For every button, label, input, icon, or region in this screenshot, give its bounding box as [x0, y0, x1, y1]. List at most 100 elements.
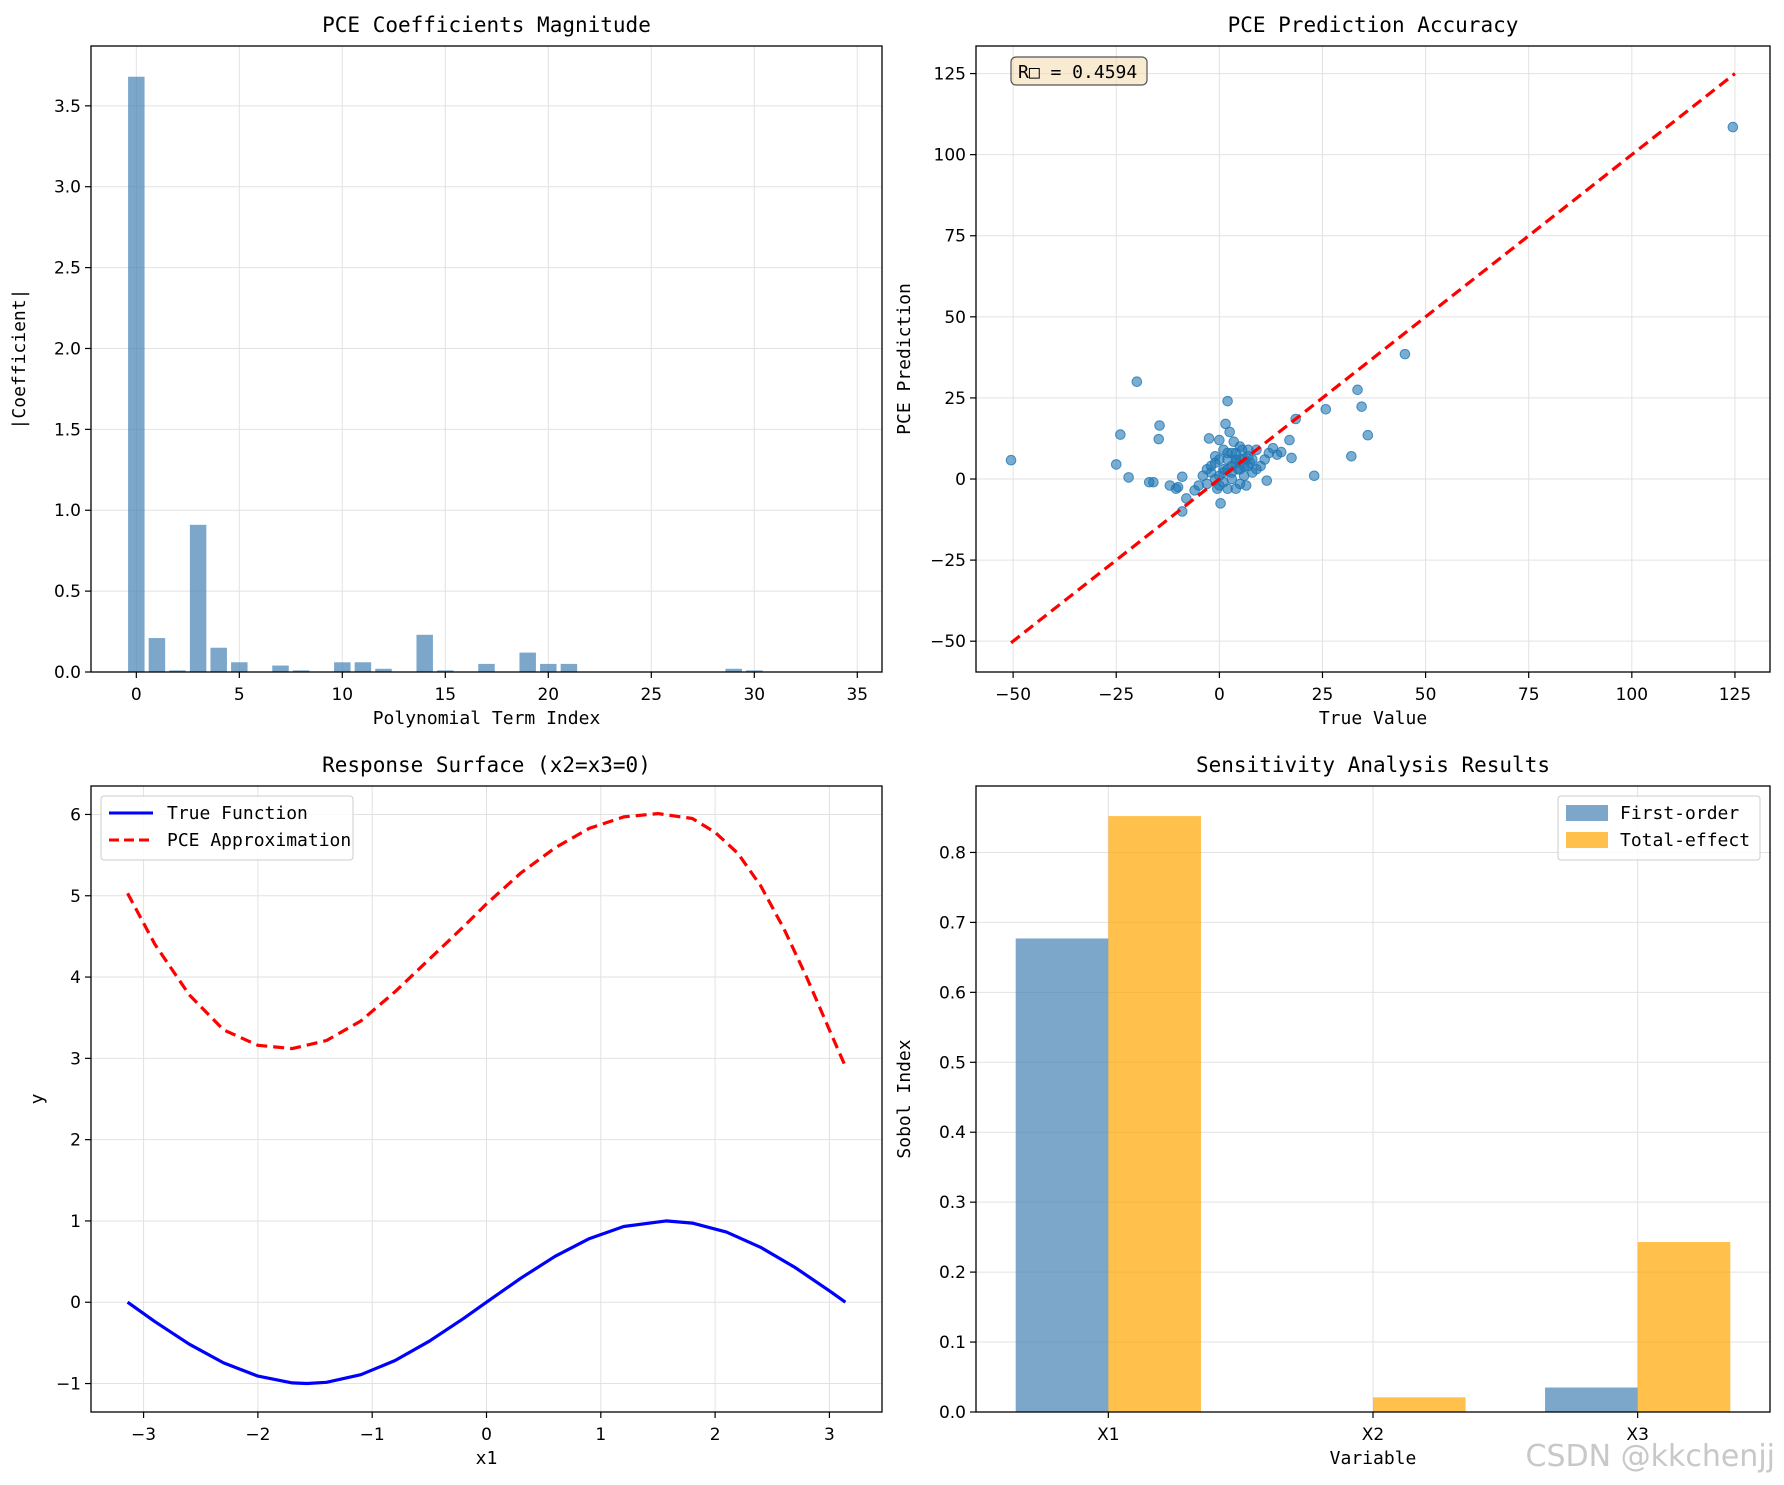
coefficient-bar — [519, 652, 536, 672]
y-axis-label: |Coefficient| — [9, 289, 30, 430]
y-tick-label: 4 — [70, 968, 81, 988]
coefficient-bar — [725, 668, 742, 672]
y-tick-label: 0.7 — [939, 913, 966, 933]
y-tick-label: 3.0 — [54, 178, 81, 198]
y-tick-label: 25 — [944, 389, 966, 409]
x-tick-label: 50 — [1415, 685, 1437, 705]
coefficient-bar — [272, 665, 289, 672]
y-tick-label: 0 — [955, 470, 966, 490]
x-tick-label: 0 — [131, 685, 142, 705]
coefficients-chart: 0.0 0.5 1.0 1.5 2.0 2.5 3.0 3.5 0 5 10 15 20 25 30 35 P… — [9, 13, 883, 729]
coefficient-bar — [189, 524, 207, 672]
data-point — [1153, 433, 1165, 445]
y-tick-label: 0.3 — [939, 1193, 966, 1213]
coefficient-bar — [354, 662, 372, 672]
data-point — [1247, 454, 1258, 465]
y-tick-label: 2.5 — [54, 259, 81, 279]
x-axis-label: True Value — [1319, 708, 1427, 729]
data-point — [1286, 452, 1297, 464]
data-point — [1214, 434, 1225, 446]
sensitivity-chart: 0.0 0.1 0.2 0.3 0.4 0.5 0.6 0.7 0.8 X1 X2 X3 First-… — [894, 753, 1771, 1469]
legend-first-order-label: First-order — [1620, 803, 1739, 824]
legend-first-order-swatch — [1566, 805, 1608, 821]
x-axis-label: Polynomial Term Index — [373, 708, 601, 729]
y-tick-label: 3.5 — [54, 97, 81, 117]
x-tick-label: 15 — [434, 685, 456, 705]
y-tick-label: 6 — [70, 805, 81, 825]
x-tick-label: 5 — [234, 685, 245, 705]
data-point — [1148, 476, 1159, 488]
data-point — [1275, 446, 1287, 458]
data-point — [1240, 480, 1252, 491]
pce-approximation-line — [126, 812, 847, 1068]
data-point — [1356, 401, 1367, 412]
data-point — [1203, 433, 1215, 444]
data-point — [1261, 475, 1273, 486]
legend-true-function-label: True Function — [167, 803, 308, 824]
y-tick-label: 0.8 — [939, 843, 966, 863]
data-point — [1222, 483, 1233, 495]
y-tick-label: −1 — [56, 1375, 81, 1395]
x-tick-label: 25 — [1312, 685, 1334, 705]
y-tick-label: 0.4 — [939, 1123, 966, 1143]
data-point — [1234, 463, 1246, 475]
y-tick-label: 1.5 — [54, 420, 81, 440]
chart-title: PCE Coefficients Magnitude — [322, 13, 651, 37]
y-tick-label: 3 — [70, 1049, 81, 1069]
y-tick-label: 2 — [70, 1131, 81, 1151]
coefficient-bar — [169, 670, 186, 672]
y-tick-label: 75 — [944, 227, 966, 247]
data-point — [1308, 470, 1320, 482]
first-order-bar — [1545, 1387, 1638, 1412]
watermark: CSDN @kkchenjj — [1526, 1439, 1775, 1474]
first-order-bar — [1015, 938, 1109, 1412]
y-tick-label: 0.6 — [939, 983, 966, 1003]
x-tick-label: X3 — [1626, 1425, 1648, 1445]
response-surface-chart: −1 0 1 2 3 4 5 6 −3 −2 −1 0 1 2 3 True Function PCE Ap… — [27, 753, 883, 1469]
data-point — [1176, 471, 1188, 483]
legend-total-effect-label: Total-effect — [1620, 830, 1750, 851]
coefficient-bar — [478, 663, 495, 672]
data-point — [1362, 429, 1374, 441]
plot-frame — [975, 45, 1771, 673]
legend-total-effect-swatch — [1566, 832, 1608, 848]
data-point — [1005, 454, 1017, 466]
y-tick-label: 0 — [70, 1293, 81, 1313]
y-tick-label: 0.5 — [54, 582, 81, 602]
x-tick-label: 75 — [1518, 685, 1540, 705]
total-effect-bar — [1108, 816, 1201, 1412]
coefficient-bar — [231, 662, 248, 672]
x-axis-label: Variable — [1330, 1448, 1417, 1469]
legend: True Function PCE Approximation — [100, 795, 354, 861]
y-tick-label: −50 — [930, 632, 966, 652]
total-effect-bar — [1373, 1397, 1466, 1412]
x-tick-label: X2 — [1362, 1425, 1384, 1445]
y-tick-label: 100 — [934, 146, 966, 166]
perfect-prediction-line — [1010, 72, 1736, 645]
x-tick-label: 35 — [846, 685, 868, 705]
x-tick-label: 0 — [1214, 685, 1225, 705]
data-point — [1154, 420, 1165, 431]
data-point — [1115, 429, 1126, 440]
coefficient-bar — [437, 670, 454, 672]
x-tick-label: 3 — [824, 1425, 835, 1445]
data-point — [1284, 434, 1295, 446]
x-tick-label: −2 — [245, 1425, 270, 1445]
chart-title: Sensitivity Analysis Results — [1196, 753, 1550, 777]
y-tick-label: 1 — [70, 1212, 81, 1232]
r-squared-text: R□ = 0.4594 — [1018, 62, 1137, 83]
legend-pce-approximation-label: PCE Approximation — [167, 830, 351, 851]
coefficient-bar — [334, 662, 351, 672]
data-point — [1131, 376, 1143, 388]
data-point — [1123, 472, 1134, 483]
coefficient-bar — [560, 663, 578, 672]
x-tick-label: X1 — [1097, 1425, 1119, 1445]
coefficient-bar — [128, 76, 145, 673]
data-point — [1222, 454, 1233, 465]
data-point — [1352, 384, 1363, 396]
x-tick-label: 1 — [595, 1425, 606, 1445]
x-tick-label: −1 — [360, 1425, 385, 1445]
plot-frame — [90, 45, 883, 673]
data-point — [1222, 395, 1233, 407]
